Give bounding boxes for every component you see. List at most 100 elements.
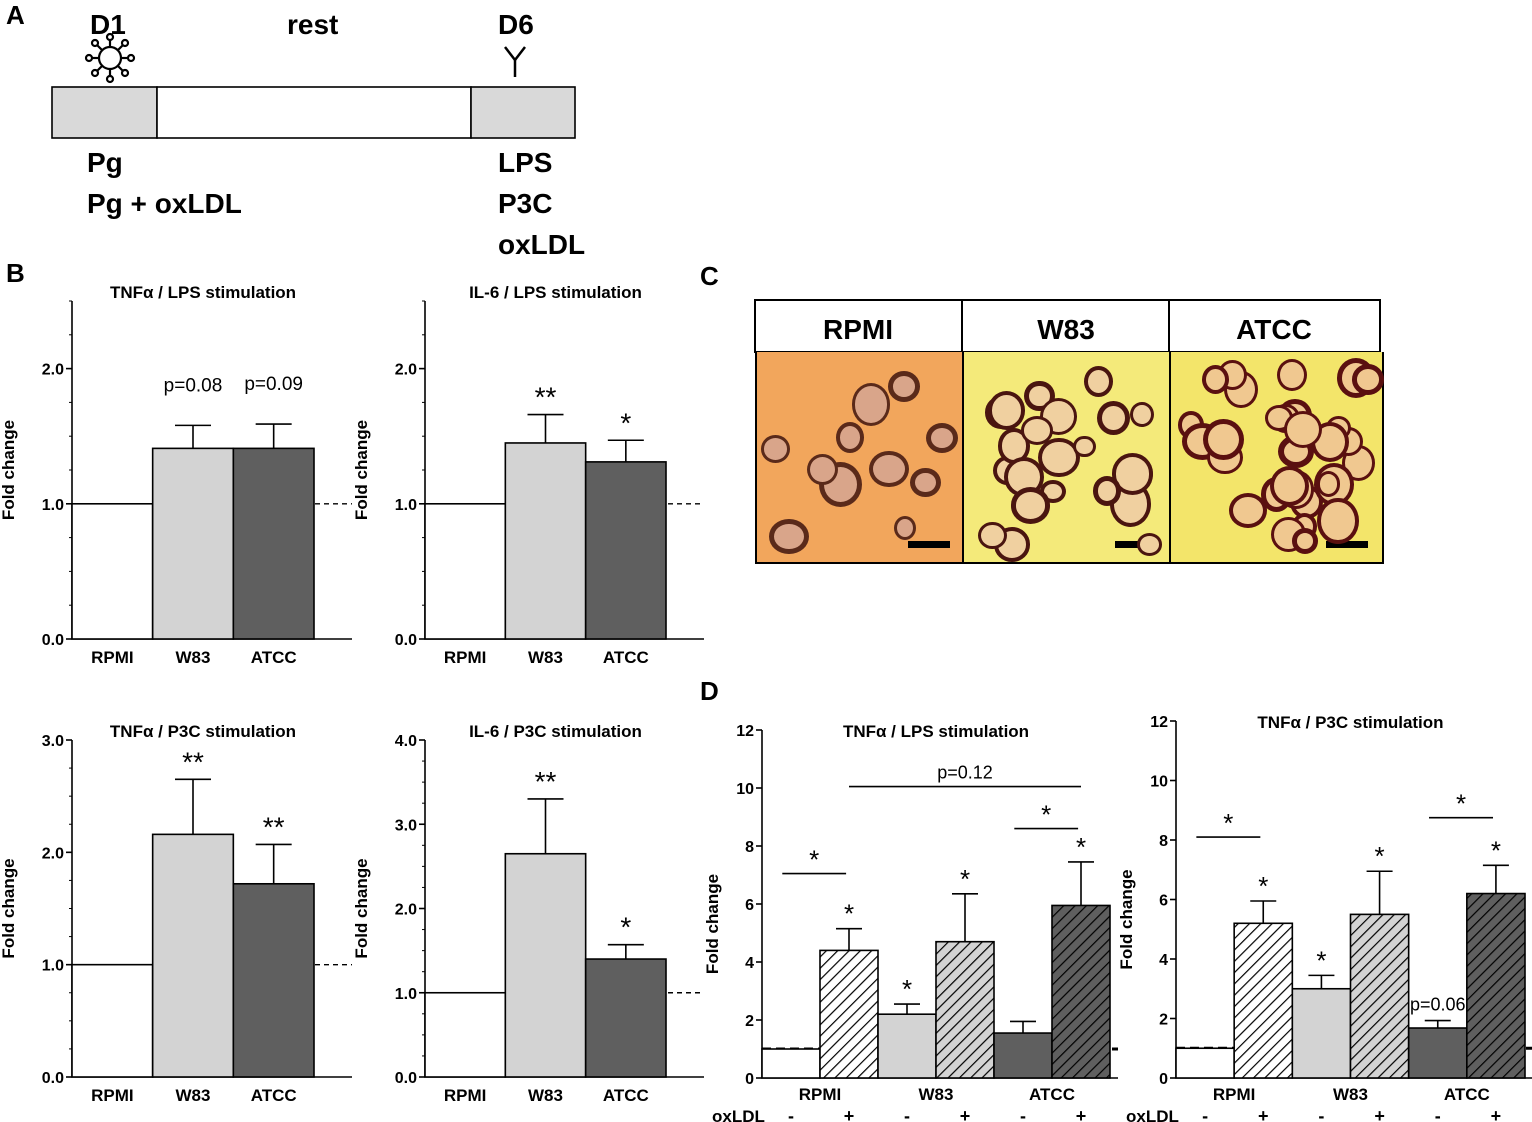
oxldl-sign: + xyxy=(1374,1106,1385,1122)
p-value-annotation: p=0.12 xyxy=(937,763,993,783)
x-tick-label: W83 xyxy=(176,1086,211,1105)
y-tick-label: 12 xyxy=(1150,714,1168,731)
right-treatment: P3C xyxy=(498,188,552,219)
bar xyxy=(504,852,587,1078)
left-treatment: Pg xyxy=(87,147,123,178)
bar xyxy=(1233,922,1294,1079)
y-tick-label: 6 xyxy=(745,897,754,914)
cell xyxy=(1092,475,1122,506)
cell xyxy=(761,434,791,463)
cell xyxy=(835,421,865,454)
y-axis-label: Fold change xyxy=(1117,869,1136,969)
cell xyxy=(925,422,958,453)
significance-star: * xyxy=(1375,841,1385,871)
bar xyxy=(71,963,154,1078)
p-value-annotation: p=0.06 xyxy=(1410,995,1466,1015)
significance-star: * xyxy=(620,912,631,943)
y-tick-label: 12 xyxy=(736,723,754,740)
p-value-annotation: p=0.08 xyxy=(164,375,223,396)
x-tick-label: ATCC xyxy=(251,648,297,667)
x-tick-label: RPMI xyxy=(1213,1085,1256,1104)
y-tick-label: 1.0 xyxy=(395,497,417,514)
panel-a-timeline: D1 rest D6 Pg Pg + oxLDL LPS P3C oxLDL xyxy=(51,9,585,260)
x-tick-label: W83 xyxy=(1333,1085,1368,1104)
antibody-icon xyxy=(504,46,526,77)
oxldl-sign: - xyxy=(1020,1106,1026,1122)
significance-star: * xyxy=(1258,871,1268,901)
x-tick-label: RPMI xyxy=(91,1086,134,1105)
oxldl-sign: - xyxy=(1202,1106,1208,1122)
bar xyxy=(584,461,667,640)
bar xyxy=(993,1032,1053,1079)
bar xyxy=(877,1013,937,1079)
y-axis-label: Fold change xyxy=(0,420,18,520)
significance-star: * xyxy=(902,974,912,1004)
panel-label-d: D xyxy=(700,676,719,706)
oxldl-sign: - xyxy=(1435,1106,1441,1122)
y-tick-label: 6 xyxy=(1159,893,1168,910)
bar xyxy=(151,447,235,640)
bar xyxy=(1051,904,1111,1079)
cell xyxy=(1004,456,1045,497)
x-tick-label: ATCC xyxy=(603,1086,649,1105)
y-tick-label: 2 xyxy=(1159,1012,1168,1029)
cell xyxy=(887,370,921,403)
cell xyxy=(910,467,941,498)
chart-title: IL-6 / LPS stimulation xyxy=(469,283,642,302)
y-axis-label: Fold change xyxy=(703,874,722,974)
scale-bar xyxy=(908,541,950,548)
x-tick-label: ATCC xyxy=(603,648,649,667)
y-tick-label: 4 xyxy=(1159,952,1168,969)
y-tick-label: 1.0 xyxy=(42,497,64,514)
y-tick-label: 1.0 xyxy=(395,986,417,1003)
y-tick-label: 2.0 xyxy=(42,362,64,379)
cell xyxy=(1202,365,1230,395)
cell xyxy=(1010,487,1051,524)
y-tick-label: 0 xyxy=(1159,1071,1168,1088)
y-axis-label: Fold change xyxy=(352,420,371,520)
oxldl-row-label: oxLDL xyxy=(1126,1107,1179,1122)
y-tick-label: 2.0 xyxy=(395,902,417,919)
oxldl-sign: + xyxy=(844,1106,855,1122)
oxldl-sign: + xyxy=(1258,1106,1269,1122)
y-axis-label: Fold change xyxy=(0,858,18,958)
bar xyxy=(1175,1047,1235,1079)
y-tick-label: 2.0 xyxy=(42,845,64,862)
cell xyxy=(1203,418,1245,460)
cell xyxy=(1073,435,1096,458)
micrograph-atcc xyxy=(1169,352,1385,564)
y-tick-label: 3.0 xyxy=(42,733,64,750)
y-tick-label: 2.0 xyxy=(395,362,417,379)
y-tick-label: 8 xyxy=(1159,833,1168,850)
panel-label-b: B xyxy=(6,258,25,288)
oxldl-sign: + xyxy=(1076,1106,1087,1122)
y-tick-label: 0.0 xyxy=(42,632,64,649)
cell xyxy=(978,522,1007,550)
micrograph-w83 xyxy=(962,352,1171,564)
bar xyxy=(1349,913,1410,1079)
cell xyxy=(1292,528,1319,554)
chart-title: IL-6 / P3C stimulation xyxy=(469,722,642,741)
y-tick-label: 8 xyxy=(745,839,754,856)
y-tick-label: 0.0 xyxy=(395,1070,417,1087)
oxldl-sign: + xyxy=(1491,1106,1502,1122)
microscopy-header-rpmi: RPMI xyxy=(823,314,893,345)
left-treatment: Pg + oxLDL xyxy=(87,188,242,219)
chart-title: TNFα / P3C stimulation xyxy=(110,722,296,741)
cell xyxy=(1352,364,1385,396)
cell xyxy=(1316,470,1341,497)
bar xyxy=(232,447,315,640)
x-tick-label: RPMI xyxy=(799,1085,842,1104)
x-tick-label: W83 xyxy=(919,1085,954,1104)
bar xyxy=(424,502,507,640)
cell xyxy=(987,391,1026,431)
significance-star: ** xyxy=(535,382,557,413)
significance-star: ** xyxy=(182,746,204,777)
cell xyxy=(1096,400,1130,436)
charts-layer: TNFα / LPS stimulation Fold change 0.0 1.0 2… xyxy=(0,283,1532,1122)
oxldl-sign: + xyxy=(960,1106,971,1122)
scale-bar xyxy=(1326,541,1368,548)
oxldl-sign: - xyxy=(788,1106,794,1122)
oxldl-row-label: oxLDL xyxy=(712,1107,765,1122)
cell xyxy=(1083,366,1113,398)
